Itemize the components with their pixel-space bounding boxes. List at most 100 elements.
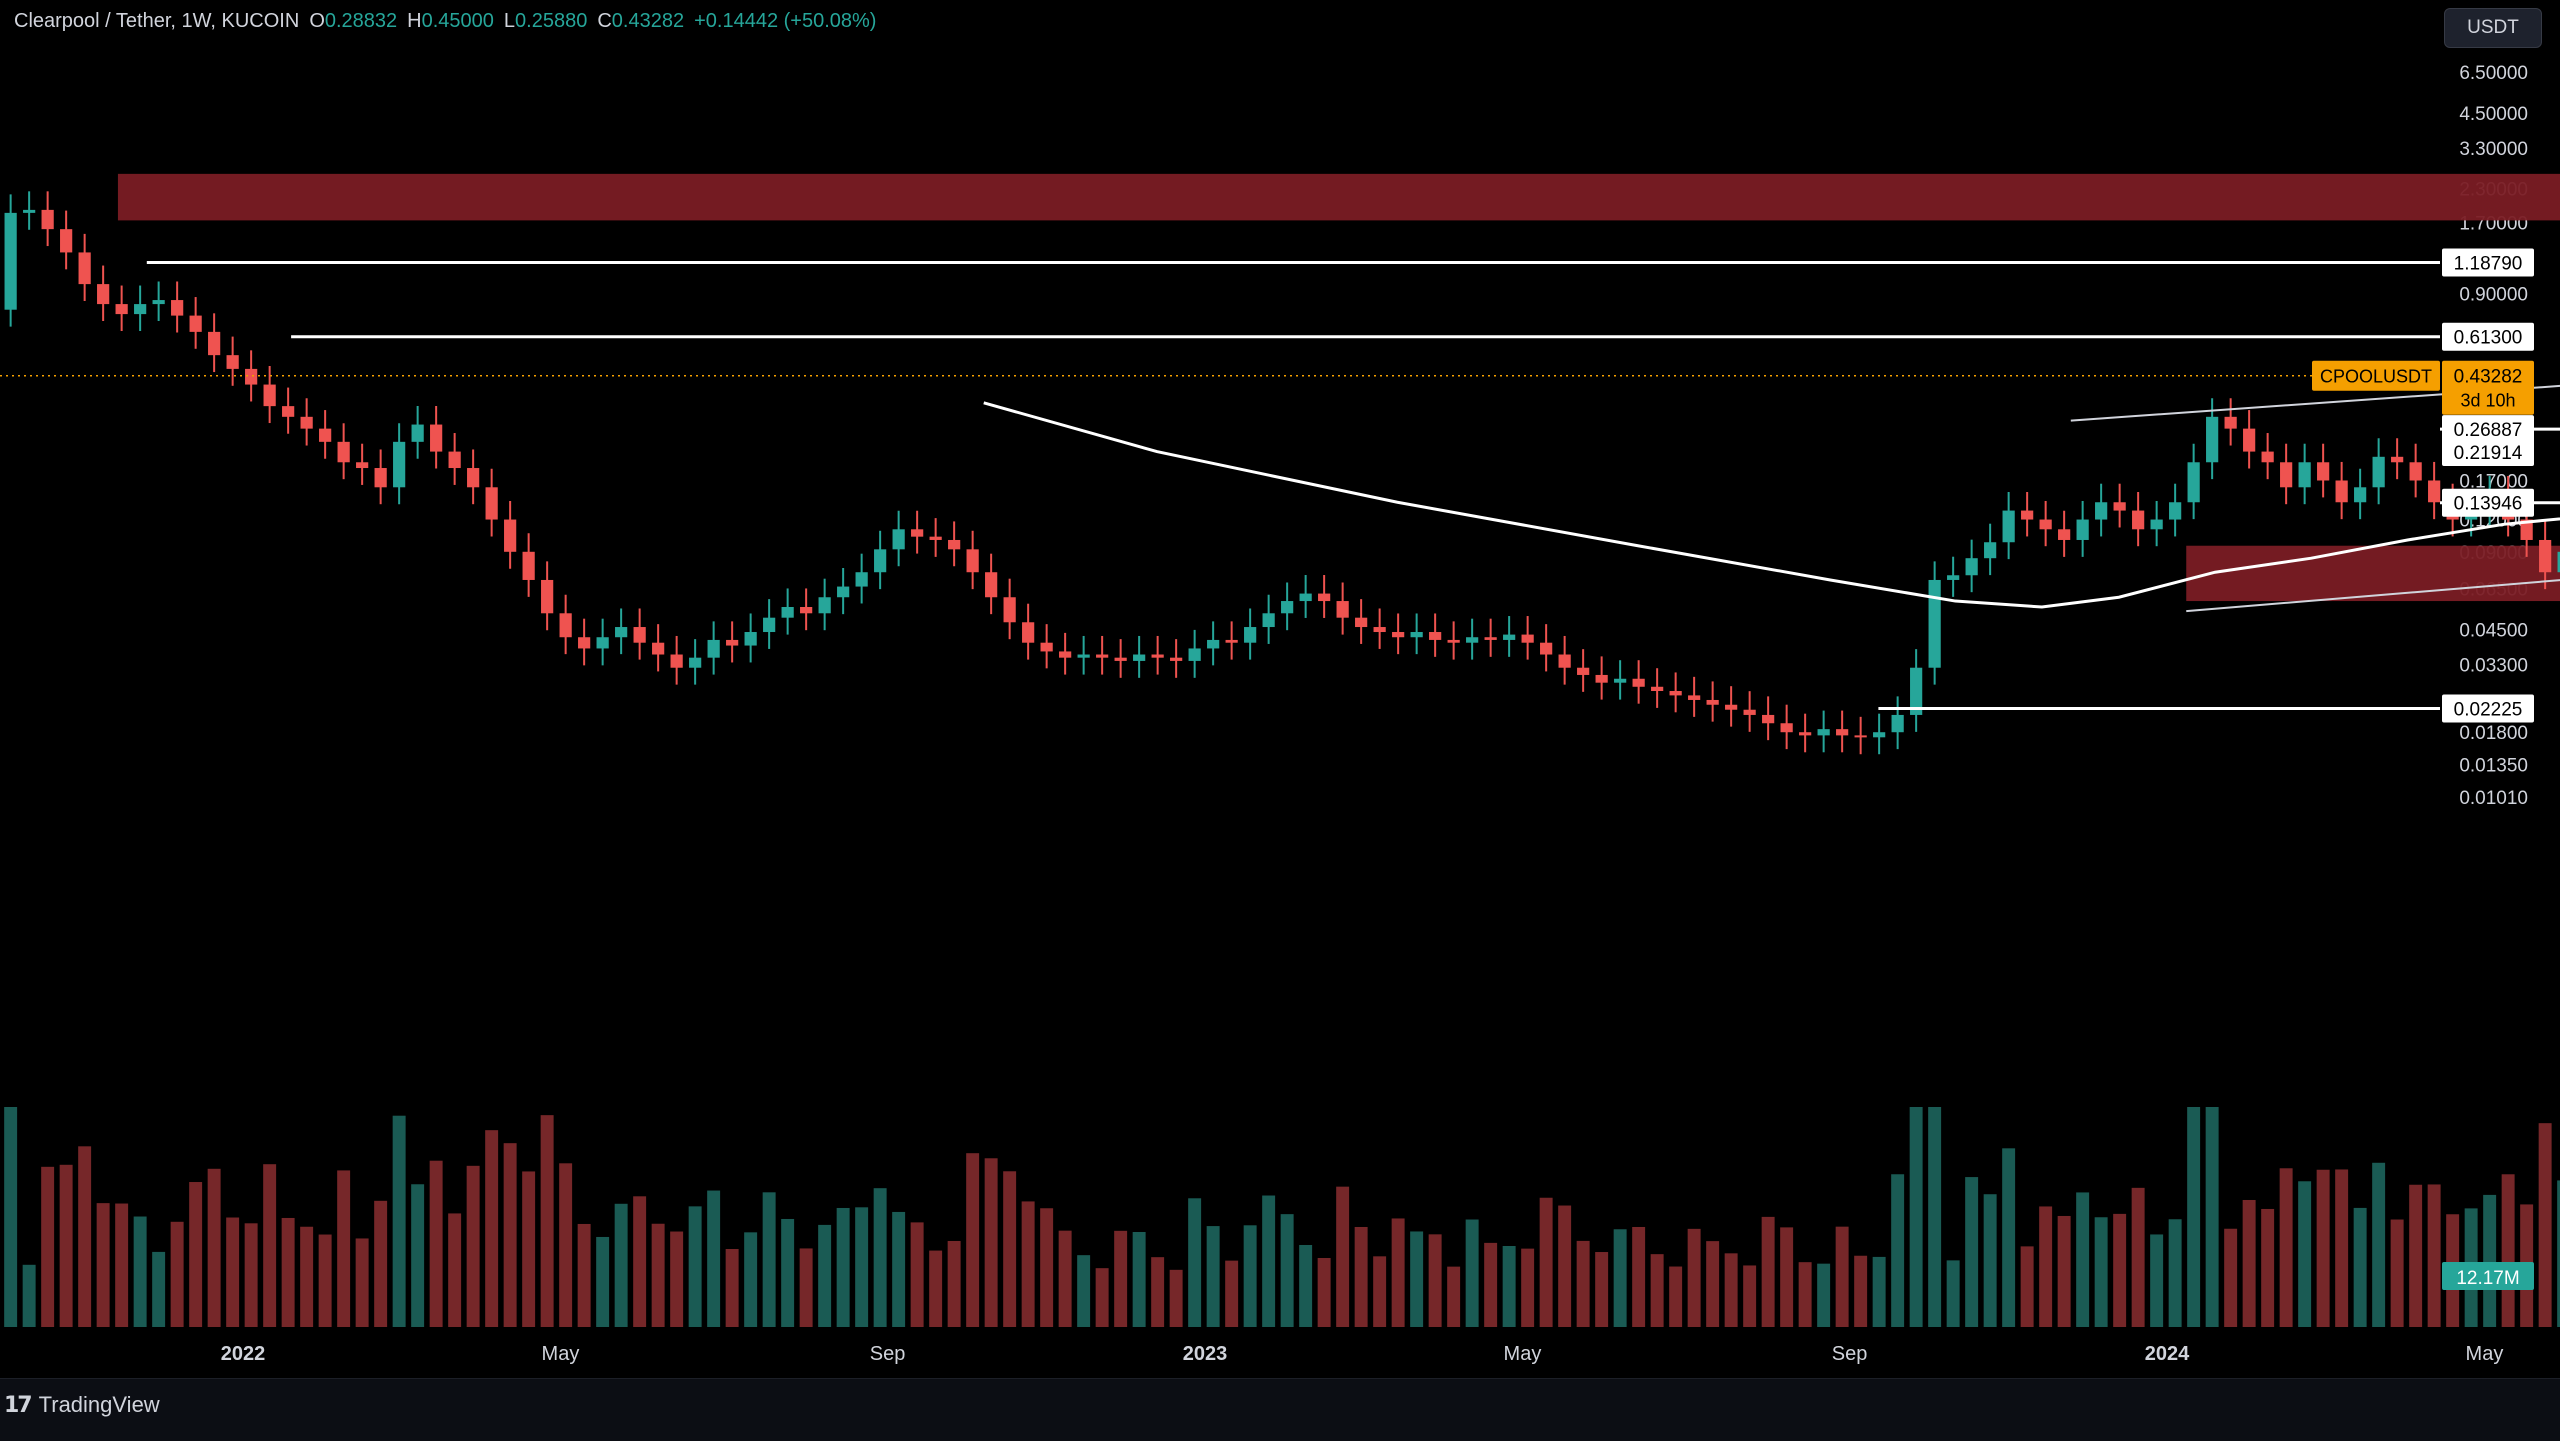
volume-bar [1891,1174,1905,1327]
candle-body [1318,593,1331,602]
volume-bar [707,1190,721,1327]
candle-body [4,212,17,310]
volume-bar [1854,1255,1868,1327]
currency-button[interactable]: USDT [2444,8,2542,48]
candle-body [356,462,369,469]
candle-body [1225,639,1238,643]
candle-body [1854,735,1867,738]
level-price-tag [2442,694,2534,723]
candle-body [818,597,831,614]
volume-bar [1539,1197,1553,1327]
candle-body [2169,502,2182,520]
tradingview-logo[interactable]: 17 TradingView [4,1392,160,1418]
tradingview-brand: TradingView [38,1392,160,1417]
candle-body [1614,678,1627,683]
candle-body [97,284,110,305]
candle-body [60,229,73,253]
volume-bar [4,1107,18,1327]
volume-bar [1317,1257,1331,1327]
candle-body [1114,657,1127,661]
volume-bar [1095,1268,1109,1327]
volume-bar [1983,1194,1997,1327]
volume-bar [78,1146,92,1327]
volume-bar [1299,1244,1313,1327]
volume-bar [1613,1229,1627,1327]
level-price-label: 0.61300 [2454,328,2523,349]
candle-body [615,627,628,638]
candle-body [1688,695,1701,700]
volume-bar [2501,1174,2515,1327]
candle-body [1706,699,1719,705]
volume-bar [1669,1266,1683,1327]
level-price-tag [2442,322,2534,351]
candle-body [2224,416,2237,429]
volume-bar [1632,1226,1646,1327]
candle-body [837,586,850,598]
volume-bar [226,1217,240,1327]
volume-bar [688,1206,702,1327]
candle-body [152,300,165,305]
volume-bar [651,1223,665,1327]
low-label: L [503,10,516,32]
candle-body [337,441,350,463]
x-tick-label: Sep [1832,1343,1868,1365]
volume-bar [2409,1184,2423,1327]
symbol-title: Clearpool / Tether, 1W, KUCOIN [14,10,300,32]
candle-body [2150,519,2163,530]
trendline [2070,384,2560,422]
volume-bar [1724,1253,1738,1327]
candle-body [559,613,572,638]
candle-body [652,642,665,655]
candle-body [1281,601,1294,614]
candle-body [1447,639,1460,643]
moving-average-line [983,401,2560,609]
volume-bar [762,1192,776,1327]
ma-price-tag [2442,438,2534,467]
volume-bar [485,1130,499,1327]
current-price-label: 0.43282 [2454,367,2523,388]
volume-bar [2113,1213,2127,1327]
candle-body [596,637,609,649]
high-label: H [407,10,422,32]
current-price-tag [2442,360,2534,415]
candle-body [1003,597,1016,623]
volume-bar [1447,1266,1461,1327]
volume-bar [2076,1192,2090,1327]
volume-bar [1354,1226,1368,1327]
volume-bar [2372,1162,2386,1327]
countdown-label: 3d 10h [2460,391,2515,411]
volume-bar [1650,1254,1664,1327]
level-price-label: 0.02225 [2454,699,2523,720]
volume-bar [207,1168,221,1327]
supply-demand-zone [2186,545,2560,602]
candle-body [1244,627,1257,643]
candle-body [115,304,128,315]
volume-bar [1687,1228,1701,1327]
volume-bar [1391,1218,1405,1327]
volume-bar [133,1216,147,1327]
level-price-label: 1.18790 [2454,254,2523,275]
volume-bar [2538,1123,2552,1327]
candle-body [263,384,276,407]
volume-bar [966,1153,980,1327]
candle-body [1577,667,1590,675]
volume-bar [318,1234,332,1327]
volume-bar [744,1232,758,1327]
symbol-tag-label: CPOOLUSDT [2320,367,2432,387]
candle-body [1873,732,1886,738]
candle-body [1965,558,1978,576]
candle-body [1947,575,1960,580]
candle-body [1558,654,1571,668]
volume-bar [725,1248,739,1327]
volume-bar [2316,1169,2330,1327]
volume-bar [1502,1245,1516,1327]
volume-bar [947,1240,961,1327]
volume-bar [2187,1107,2201,1327]
volume-bar [2298,1181,2312,1327]
candle-body [2206,416,2219,463]
candle-body [448,451,461,469]
candle-body [1762,714,1775,724]
volume-bar [855,1207,869,1327]
ma-price-label: 0.21914 [2454,443,2523,464]
